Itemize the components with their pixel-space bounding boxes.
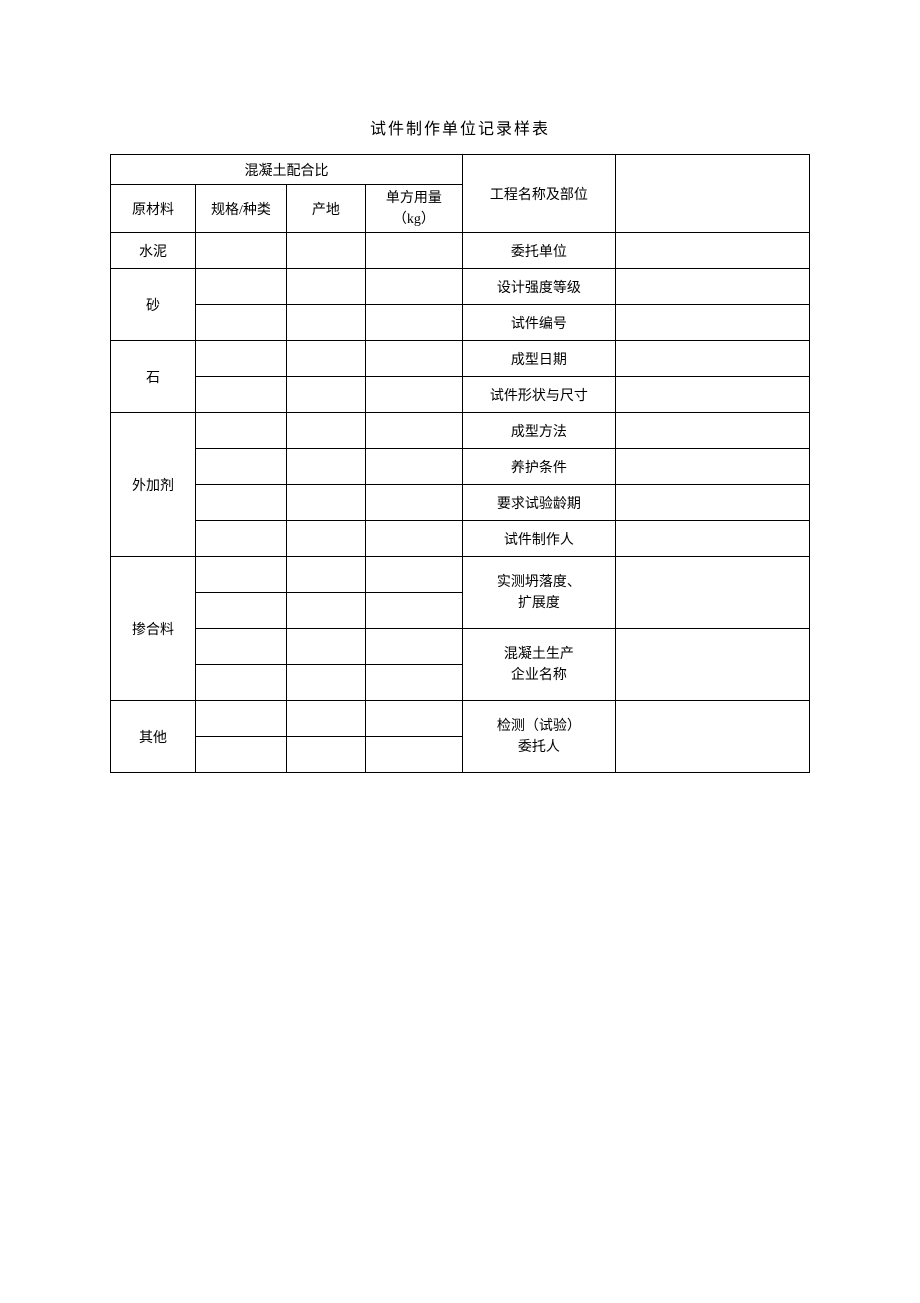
form-table-container: 混凝土配合比 工程名称及部位 原材料 规格/种类 产地 单方用量 （kg） 水泥…	[110, 154, 810, 773]
col-spec-header: 规格/种类	[195, 185, 286, 233]
material-stone: 石	[111, 341, 196, 413]
project-value	[615, 155, 809, 233]
admixture4-usage	[365, 665, 462, 701]
inspector-value	[615, 701, 809, 773]
admixture2-origin	[286, 593, 365, 629]
other1-spec	[195, 701, 286, 737]
design-grade-value	[615, 269, 809, 305]
col-origin-header: 产地	[286, 185, 365, 233]
additive2-origin	[286, 449, 365, 485]
producer-label-line2: 企业名称	[511, 668, 567, 683]
page-title: 试件制作单位记录样表	[0, 115, 920, 139]
inspector-label: 检测（试验） 委托人	[462, 701, 615, 773]
admixture1-usage	[365, 557, 462, 593]
sand2-spec	[195, 305, 286, 341]
additive3-origin	[286, 485, 365, 521]
additive3-usage	[365, 485, 462, 521]
maker-label: 试件制作人	[462, 521, 615, 557]
admixture4-spec	[195, 665, 286, 701]
specimen-no-value	[615, 305, 809, 341]
project-label: 工程名称及部位	[462, 155, 615, 233]
mold-method-label: 成型方法	[462, 413, 615, 449]
admixture2-usage	[365, 593, 462, 629]
shape-size-value	[615, 377, 809, 413]
producer-label: 混凝土生产 企业名称	[462, 629, 615, 701]
additive4-origin	[286, 521, 365, 557]
admixture1-spec	[195, 557, 286, 593]
admixture3-spec	[195, 629, 286, 665]
col-usage-header: 单方用量 （kg）	[365, 185, 462, 233]
test-age-value	[615, 485, 809, 521]
other1-usage	[365, 701, 462, 737]
client-value	[615, 233, 809, 269]
slump-label: 实测坍落度、 扩展度	[462, 557, 615, 629]
sand1-spec	[195, 269, 286, 305]
curing-label: 养护条件	[462, 449, 615, 485]
mold-date-value	[615, 341, 809, 377]
other2-usage	[365, 737, 462, 773]
other2-spec	[195, 737, 286, 773]
admixture4-origin	[286, 665, 365, 701]
admixture3-usage	[365, 629, 462, 665]
material-sand: 砂	[111, 269, 196, 341]
stone2-spec	[195, 377, 286, 413]
sand1-usage	[365, 269, 462, 305]
admixture3-origin	[286, 629, 365, 665]
stone2-origin	[286, 377, 365, 413]
col-material-header: 原材料	[111, 185, 196, 233]
admixture2-spec	[195, 593, 286, 629]
producer-label-line1: 混凝土生产	[504, 647, 574, 662]
additive4-spec	[195, 521, 286, 557]
additive1-spec	[195, 413, 286, 449]
inspector-label-line1: 检测（试验）	[497, 719, 581, 734]
admixture1-origin	[286, 557, 365, 593]
additive2-spec	[195, 449, 286, 485]
stone1-origin	[286, 341, 365, 377]
material-other: 其他	[111, 701, 196, 773]
material-admixture: 掺合料	[111, 557, 196, 701]
other1-origin	[286, 701, 365, 737]
sand2-usage	[365, 305, 462, 341]
specimen-no-label: 试件编号	[462, 305, 615, 341]
cement-usage	[365, 233, 462, 269]
mold-method-value	[615, 413, 809, 449]
stone1-usage	[365, 341, 462, 377]
additive2-usage	[365, 449, 462, 485]
material-additive: 外加剂	[111, 413, 196, 557]
maker-value	[615, 521, 809, 557]
design-grade-label: 设计强度等级	[462, 269, 615, 305]
usage-label-line2: （kg）	[393, 212, 435, 227]
material-cement: 水泥	[111, 233, 196, 269]
sand2-origin	[286, 305, 365, 341]
inspector-label-line2: 委托人	[518, 740, 560, 755]
client-label: 委托单位	[462, 233, 615, 269]
shape-size-label: 试件形状与尺寸	[462, 377, 615, 413]
usage-label-line1: 单方用量	[386, 191, 442, 206]
additive1-usage	[365, 413, 462, 449]
additive3-spec	[195, 485, 286, 521]
cement-spec	[195, 233, 286, 269]
mix-ratio-header: 混凝土配合比	[111, 155, 463, 185]
record-table: 混凝土配合比 工程名称及部位 原材料 规格/种类 产地 单方用量 （kg） 水泥…	[110, 154, 810, 773]
producer-value	[615, 629, 809, 701]
test-age-label: 要求试验龄期	[462, 485, 615, 521]
mold-date-label: 成型日期	[462, 341, 615, 377]
stone2-usage	[365, 377, 462, 413]
cement-origin	[286, 233, 365, 269]
additive4-usage	[365, 521, 462, 557]
slump-value	[615, 557, 809, 629]
additive1-origin	[286, 413, 365, 449]
slump-label-line2: 扩展度	[518, 596, 560, 611]
other2-origin	[286, 737, 365, 773]
curing-value	[615, 449, 809, 485]
sand1-origin	[286, 269, 365, 305]
slump-label-line1: 实测坍落度、	[497, 575, 581, 590]
stone1-spec	[195, 341, 286, 377]
